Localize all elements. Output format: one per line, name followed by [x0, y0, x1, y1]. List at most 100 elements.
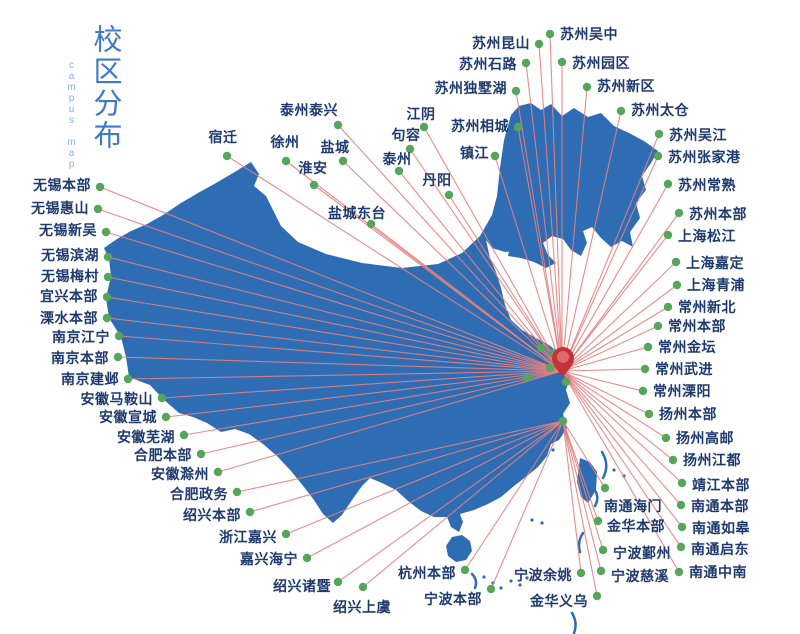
campus-dot	[419, 122, 429, 132]
campus-label: 靖江本部	[692, 477, 750, 493]
campus-label: 绍兴本部	[183, 507, 241, 523]
campus-dot	[616, 106, 626, 116]
campus-label: 无锡惠山	[31, 200, 89, 216]
page-subtitle: campus map	[66, 60, 77, 170]
campus-dot	[213, 467, 223, 477]
campus-dot	[93, 204, 103, 214]
campus-label: 镇江	[460, 145, 489, 161]
campus-label: 安徽滁州	[151, 466, 209, 482]
campus-dot	[486, 584, 496, 594]
campus-dot	[598, 545, 608, 555]
campus-dot	[593, 516, 603, 526]
campus-dot	[534, 39, 544, 49]
campus-dot	[302, 553, 312, 563]
campus-label: 盐城东台	[328, 205, 386, 221]
campus-label: 宁波余姚	[514, 567, 572, 583]
campus-label: 苏州张家港	[668, 149, 741, 165]
campus-dot	[161, 412, 171, 422]
campus-label: 无锡本部	[33, 177, 91, 193]
campus-label: 苏州新区	[597, 78, 655, 94]
campus-dot	[654, 129, 664, 139]
location-dots	[93, 29, 687, 601]
campus-label: 南通如皋	[692, 520, 750, 536]
campus-dot	[196, 449, 206, 459]
campus-label: 南通中南	[689, 564, 747, 580]
campus-label: 常州新北	[678, 299, 736, 315]
campus-label: 南通启东	[691, 541, 749, 557]
campus-dot	[113, 352, 123, 362]
campus-dot	[640, 364, 650, 374]
campus-label: 扬州本部	[659, 406, 717, 422]
campus-dot	[545, 29, 555, 39]
hainan-island-shape	[446, 535, 472, 562]
campus-dot	[674, 208, 684, 218]
campus-dot	[405, 144, 415, 154]
campus-label: 宁波本部	[424, 591, 482, 607]
campus-label: 常州金坛	[658, 339, 716, 355]
campus-dot	[643, 342, 653, 352]
campus-dot	[661, 433, 671, 443]
campus-dot	[677, 478, 687, 488]
campus-dot	[232, 487, 242, 497]
campus-label: 扬州高邮	[676, 430, 734, 446]
campus-dot	[222, 151, 232, 161]
campus-dot	[123, 374, 133, 384]
campus-label: 苏州吴中	[560, 26, 618, 42]
campus-label: 宜兴本部	[40, 288, 98, 304]
campus-label: 泰州	[382, 151, 412, 167]
campus-label: 泰州泰兴	[280, 102, 338, 118]
campus-dot	[102, 292, 112, 302]
campus-dot	[674, 567, 684, 577]
campus-label: 上海松江	[678, 228, 736, 244]
campus-label: 杭州本部	[398, 565, 456, 581]
campus-label: 苏州独墅湖	[434, 80, 507, 96]
campus-label: 苏州园区	[572, 55, 630, 71]
campus-label: 无锡梅村	[41, 268, 99, 284]
campus-label: 安徽马鞍山	[80, 391, 153, 407]
campus-dot	[582, 82, 592, 92]
campus-label: 绍兴诸暨	[273, 578, 331, 594]
campus-label: 浙江嘉兴	[219, 529, 277, 545]
campus-dot	[102, 313, 112, 323]
campus-label: 溧水本部	[40, 310, 98, 326]
campus-label: 无锡滨湖	[41, 247, 99, 263]
campus-dot	[101, 227, 111, 237]
campus-dot	[333, 577, 343, 587]
connector-lines	[97, 33, 683, 597]
campus-label: 无锡新吴	[39, 222, 97, 238]
campus-dot	[638, 386, 648, 396]
campus-label: 宁波鄞州	[613, 545, 671, 561]
campus-label: 合肥政务	[170, 486, 228, 502]
campus-label: 盐城	[320, 139, 350, 155]
page-title: 校区分布	[89, 24, 121, 152]
map-pin-icon	[552, 347, 574, 377]
taiwan-island-shape	[577, 458, 597, 503]
campus-label: 南京建邺	[61, 371, 119, 387]
campus-dot	[671, 257, 681, 267]
campus-label: 苏州相城	[451, 118, 509, 134]
campus-label: 苏州常熟	[678, 177, 736, 193]
campus-label: 绍兴上虞	[333, 599, 391, 615]
campus-dot	[95, 182, 105, 192]
campus-label: 金华本部	[607, 518, 665, 534]
campus-label: 金华义乌	[530, 593, 588, 609]
campus-dot	[513, 122, 523, 132]
campus-label: 南通本部	[691, 498, 749, 514]
campus-dot	[309, 180, 319, 190]
campus-dot	[358, 582, 368, 592]
campus-dot	[245, 507, 255, 517]
campus-dot	[103, 252, 113, 262]
campus-dot	[490, 151, 500, 161]
campus-label: 宿迁	[208, 129, 238, 145]
campus-dot	[668, 455, 678, 465]
campus-label: 上海青浦	[687, 277, 745, 293]
campus-dot	[281, 156, 291, 166]
campus-label: 嘉兴海宁	[240, 551, 298, 567]
campus-dot	[157, 393, 167, 403]
campus-dot	[460, 565, 470, 575]
campus-label: 扬州江都	[683, 452, 741, 468]
campus-dot	[366, 219, 376, 229]
campus-label: 常州本部	[668, 318, 726, 334]
